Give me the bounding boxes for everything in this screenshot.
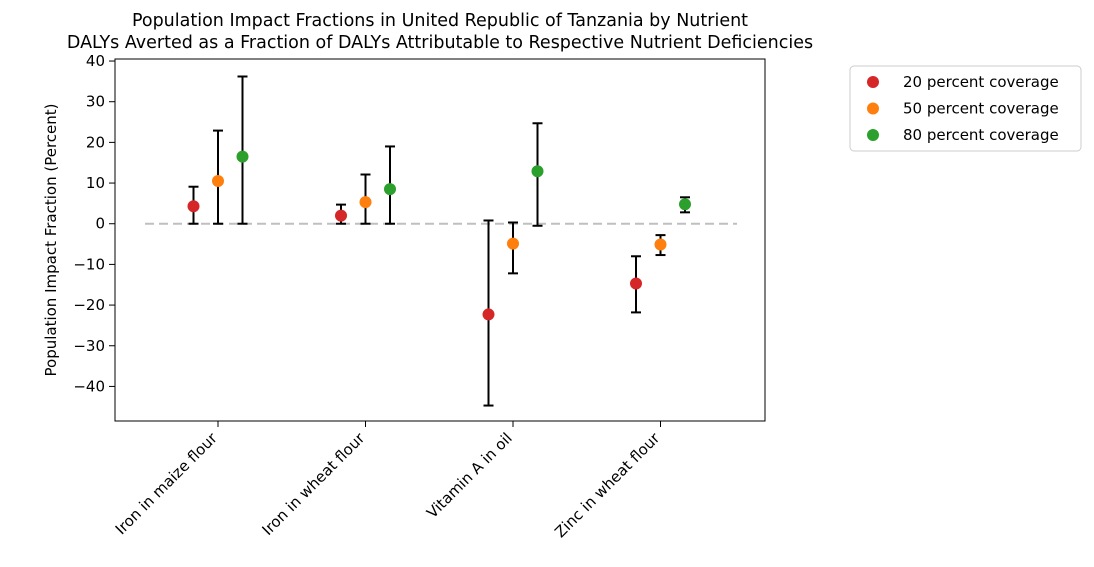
y-tick-label: 20: [86, 133, 105, 151]
y-tick-label: −40: [73, 377, 105, 395]
y-tick-label: 40: [86, 52, 105, 70]
y-tick-label: −10: [73, 255, 105, 273]
data-point: [630, 277, 642, 290]
x-tick-label: Iron in maize flour: [112, 429, 222, 539]
y-tick-label: 0: [95, 215, 105, 233]
plot-area: −40 −30 −20 −10 0 10 20 30 40 Iron in maize flour…: [73, 52, 766, 542]
legend: 20 percent coverage 50 percent coverage 80…: [849, 65, 1082, 152]
data-point: [335, 209, 347, 222]
y-axis-label: Population Impact Fraction (Percent): [42, 103, 60, 376]
x-tick-label: Vitamin A in oil: [423, 429, 516, 522]
data-point: [359, 196, 372, 209]
y-tick-label: −30: [73, 337, 105, 355]
y-tick-label: 10: [86, 174, 105, 192]
x-tick-label: Zinc in wheat flour: [551, 429, 664, 542]
legend-label: 50 percent coverage: [903, 100, 1059, 118]
legend-box: [849, 65, 1082, 152]
data-point: [236, 150, 249, 163]
data-point: [212, 175, 224, 188]
data-point: [482, 308, 495, 321]
data-point: [384, 183, 396, 196]
legend-label: 80 percent coverage: [903, 126, 1059, 144]
legend-marker: [867, 76, 879, 88]
data-point: [507, 237, 519, 250]
axes-frame: [114, 58, 766, 422]
data-point: [531, 165, 544, 178]
chart-subtitle: DALYs Averted as a Fraction of DALYs Att…: [67, 33, 813, 53]
data-point: [654, 238, 667, 251]
legend-label: 20 percent coverage: [903, 73, 1059, 91]
data-point: [679, 198, 691, 211]
legend-marker: [867, 129, 879, 141]
data-point: [187, 200, 200, 213]
legend-marker: [867, 102, 879, 115]
y-tick-label: −20: [73, 296, 105, 314]
chart-title: Population Impact Fractions in United Re…: [132, 11, 748, 31]
y-tick-label: 30: [86, 93, 105, 111]
x-tick-label: Iron in wheat flour: [259, 429, 369, 539]
